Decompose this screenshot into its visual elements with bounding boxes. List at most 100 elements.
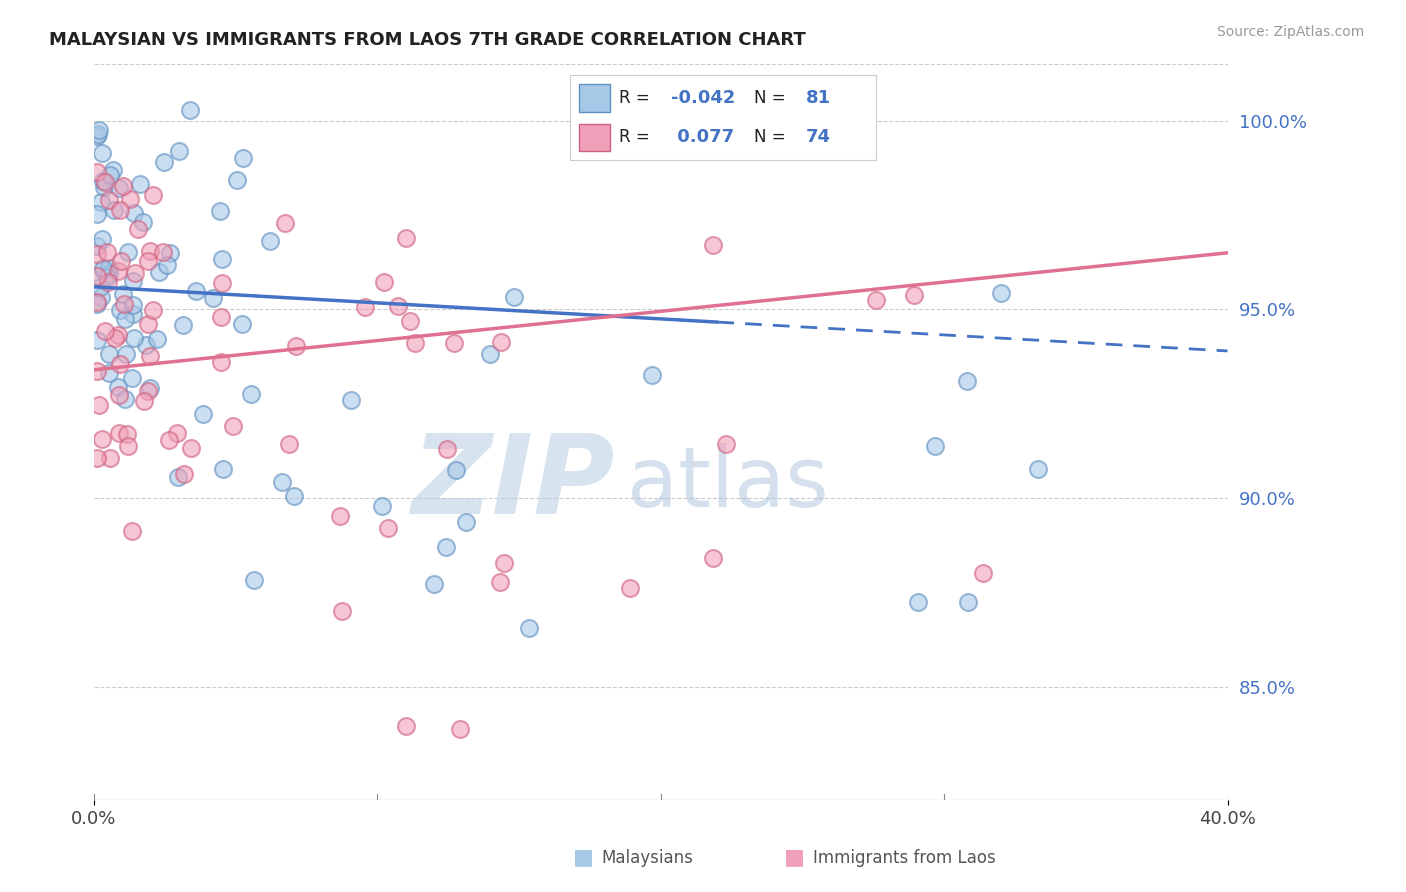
- Y-axis label: 7th Grade: 7th Grade: [0, 391, 8, 474]
- Point: [96, 270, 118, 285]
- Point: [86, 164, 108, 178]
- Point: [93, 174, 115, 188]
- Text: ■: ■: [785, 847, 804, 867]
- Point: [489, 334, 512, 349]
- Point: [503, 290, 526, 304]
- Point: [118, 193, 141, 207]
- Point: [117, 439, 139, 453]
- Point: [169, 144, 191, 158]
- Point: [191, 407, 214, 421]
- Text: Source: ZipAtlas.com: Source: ZipAtlas.com: [1216, 25, 1364, 39]
- Point: [136, 254, 159, 268]
- Point: [86, 239, 108, 253]
- Point: [91, 263, 114, 277]
- Point: [404, 336, 426, 351]
- Point: [146, 332, 169, 346]
- Point: [90, 290, 112, 304]
- Point: [142, 188, 165, 202]
- Point: [373, 275, 395, 289]
- Point: [865, 293, 887, 308]
- Point: [330, 604, 353, 618]
- Point: [211, 252, 233, 266]
- Point: [127, 222, 149, 236]
- Point: [370, 499, 392, 513]
- Point: [209, 204, 232, 219]
- Point: [86, 450, 108, 465]
- Point: [273, 216, 295, 230]
- Point: [97, 367, 120, 381]
- Point: [202, 291, 225, 305]
- Point: [152, 244, 174, 259]
- Point: [395, 719, 418, 733]
- Point: [434, 540, 457, 554]
- Point: [98, 347, 121, 361]
- Point: [172, 318, 194, 332]
- Point: [86, 129, 108, 144]
- Point: [444, 463, 467, 477]
- Point: [142, 302, 165, 317]
- Point: [121, 307, 143, 321]
- Point: [86, 297, 108, 311]
- Point: [121, 524, 143, 538]
- Point: [489, 575, 512, 590]
- Point: [91, 232, 114, 246]
- Point: [180, 441, 202, 455]
- Point: [399, 313, 422, 327]
- Point: [110, 253, 132, 268]
- Point: [139, 349, 162, 363]
- Point: [122, 205, 145, 219]
- Point: [104, 331, 127, 345]
- Point: [956, 375, 979, 389]
- Point: [226, 173, 249, 187]
- Point: [277, 437, 299, 451]
- Point: [395, 231, 418, 245]
- Point: [479, 347, 502, 361]
- Point: [387, 299, 409, 313]
- Point: [94, 324, 117, 338]
- Point: [957, 595, 980, 609]
- Point: [122, 330, 145, 344]
- Point: [108, 302, 131, 317]
- Point: [111, 286, 134, 301]
- Point: [377, 521, 399, 535]
- Point: [136, 384, 159, 399]
- Point: [114, 392, 136, 406]
- Point: [86, 247, 108, 261]
- Point: [285, 339, 308, 353]
- Point: [619, 582, 641, 596]
- Point: [107, 327, 129, 342]
- Point: [907, 595, 929, 609]
- Point: [107, 180, 129, 194]
- Point: [122, 274, 145, 288]
- Point: [90, 145, 112, 160]
- Point: [159, 246, 181, 260]
- Point: [96, 244, 118, 259]
- Point: [454, 515, 477, 529]
- Point: [135, 338, 157, 352]
- Point: [117, 245, 139, 260]
- Point: [121, 298, 143, 312]
- Point: [107, 264, 129, 278]
- Point: [211, 462, 233, 476]
- Point: [166, 425, 188, 440]
- Point: [972, 566, 994, 580]
- Point: [329, 508, 352, 523]
- Point: [110, 202, 132, 217]
- Point: [283, 489, 305, 503]
- Point: [423, 577, 446, 591]
- Point: [86, 364, 108, 378]
- Point: [97, 275, 120, 289]
- Point: [259, 234, 281, 248]
- Text: Immigrants from Laos: Immigrants from Laos: [813, 849, 995, 867]
- Point: [156, 258, 179, 272]
- Point: [173, 467, 195, 482]
- Point: [339, 393, 361, 408]
- Text: ZIP: ZIP: [412, 430, 616, 537]
- Point: [139, 244, 162, 258]
- Point: [121, 371, 143, 385]
- Point: [86, 295, 108, 310]
- Point: [271, 475, 294, 489]
- Point: [494, 556, 516, 570]
- Point: [211, 276, 233, 290]
- Point: [103, 202, 125, 217]
